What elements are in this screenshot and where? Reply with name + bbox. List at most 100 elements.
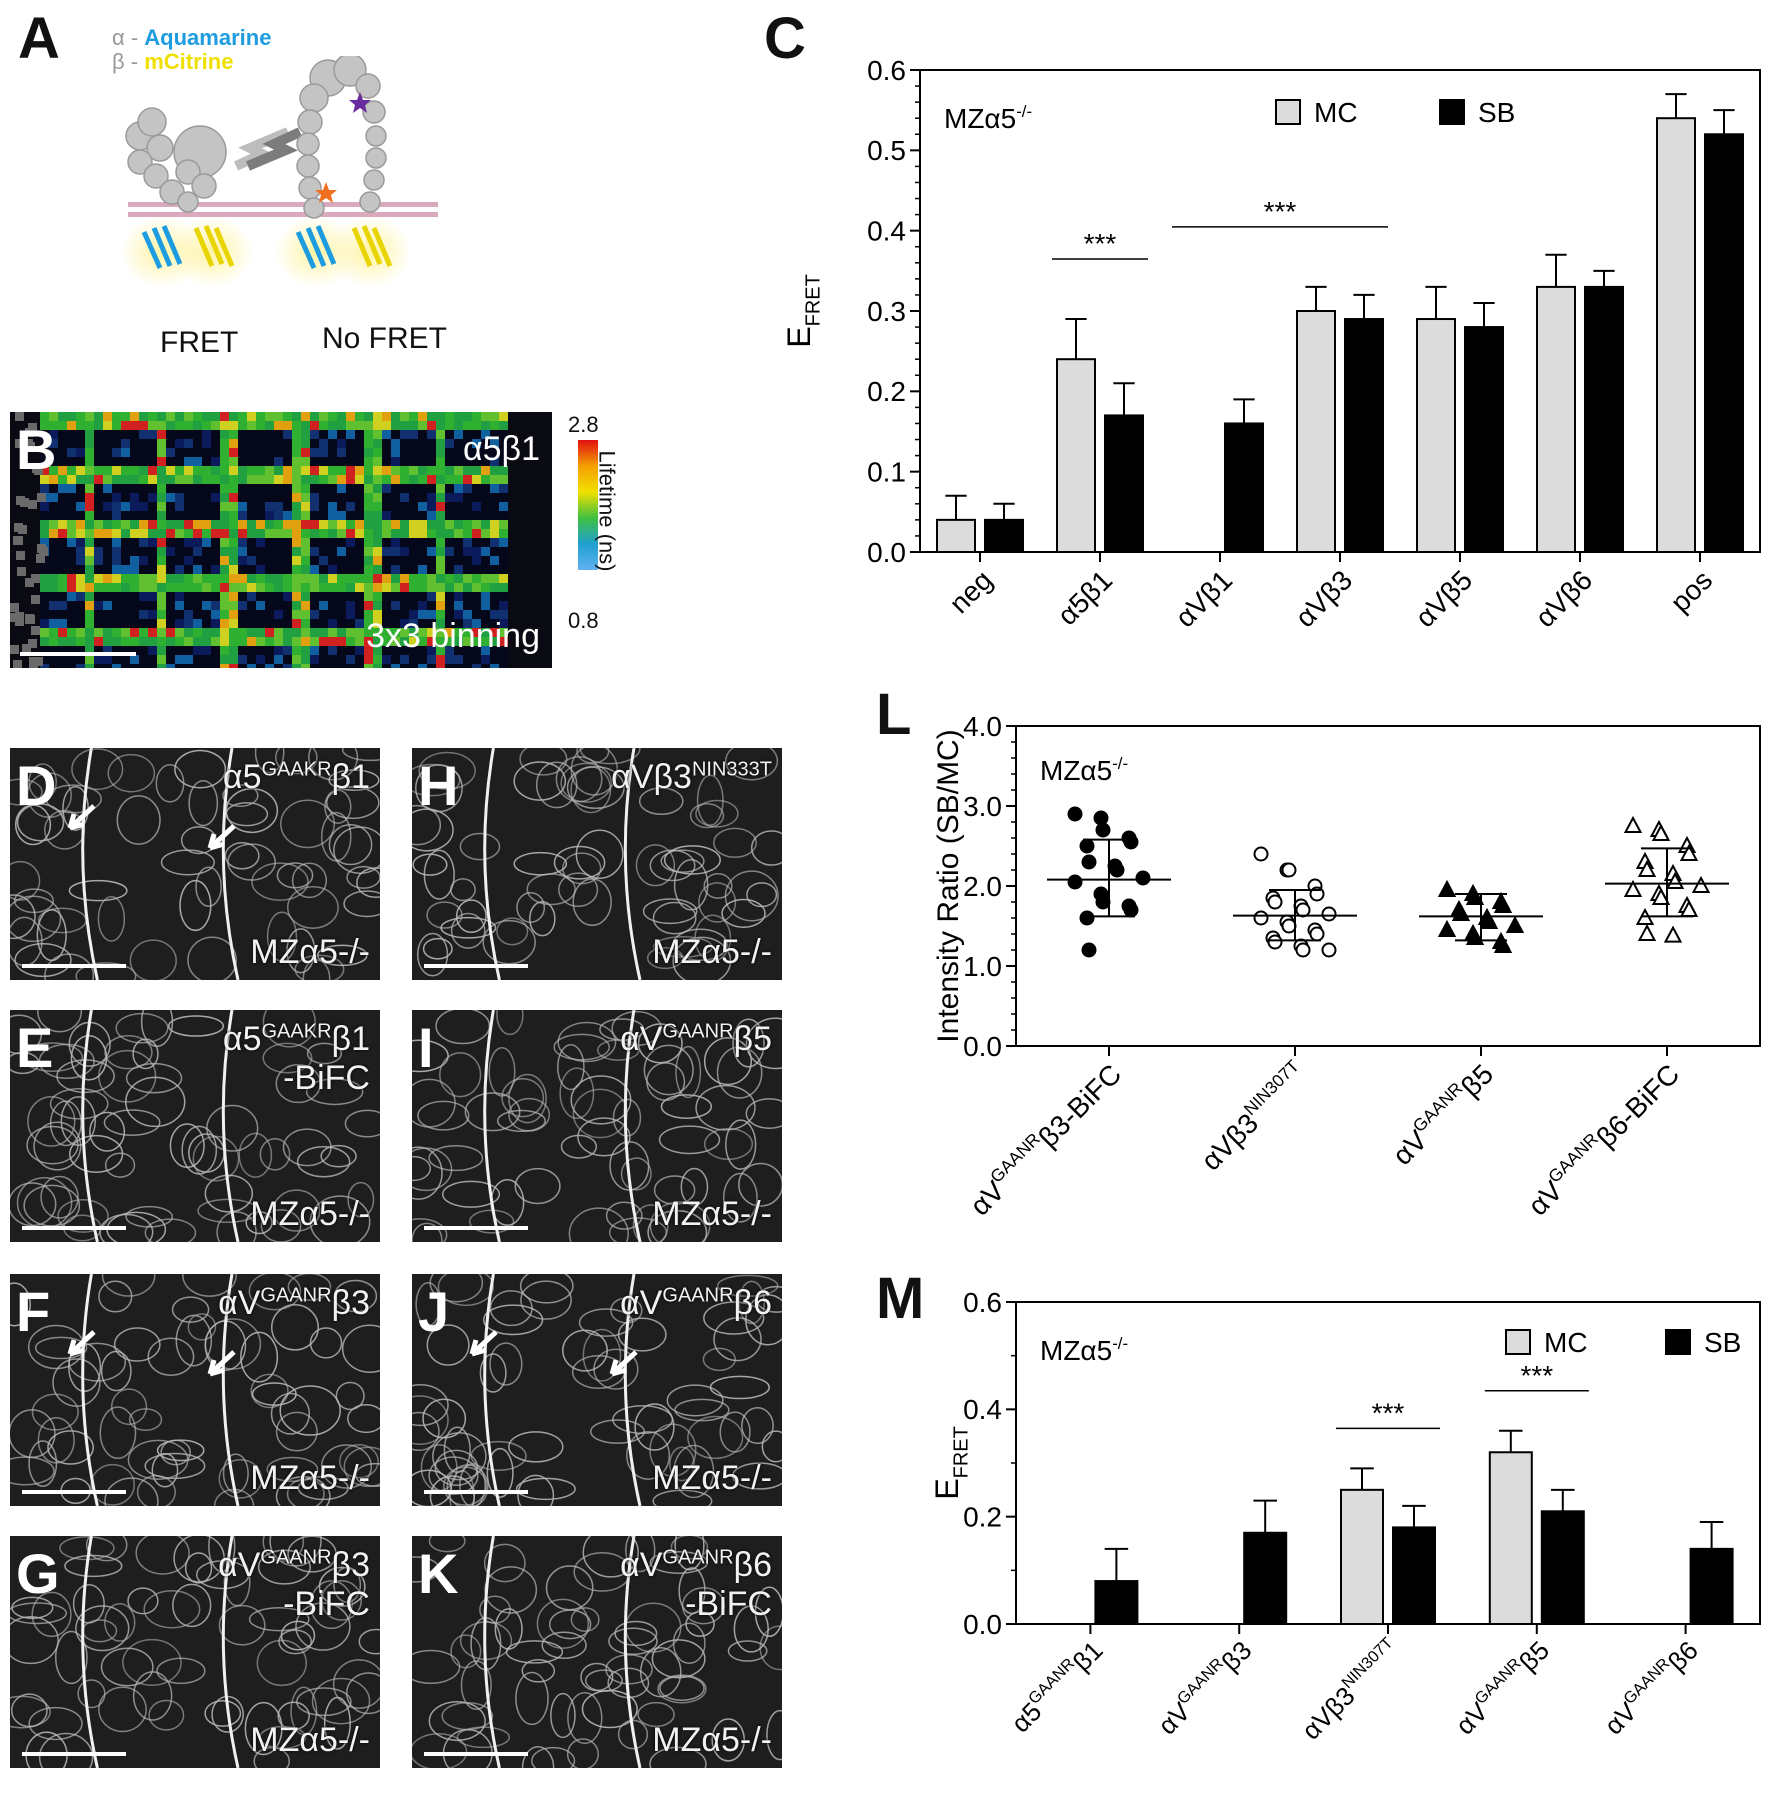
- cell-outline: [515, 1671, 549, 1726]
- flim-pixel: [247, 448, 256, 457]
- cell-outline: [761, 1430, 782, 1463]
- flim-pixel: [427, 412, 436, 421]
- flim-pixel: [274, 664, 283, 668]
- flim-pixel: [409, 565, 418, 574]
- flim-pixel: [499, 619, 508, 628]
- flim-pixel: [391, 583, 400, 592]
- flim-pixel: [67, 655, 76, 664]
- cell-outline: [750, 830, 782, 866]
- micrograph-construct-label: αVβ3NIN333T: [611, 758, 772, 797]
- flim-pixel: [436, 547, 445, 556]
- arrow-icon: [67, 804, 96, 831]
- x-tick-label: αVβ3: [1289, 564, 1358, 633]
- flim-pixel: [391, 547, 400, 556]
- flim-pixel: [139, 421, 148, 430]
- flim-pixel: [454, 646, 463, 655]
- flim-pixel: [301, 628, 310, 637]
- flim-pixel: [337, 457, 346, 466]
- cell-outline: [296, 1146, 351, 1178]
- data-point: [1123, 902, 1139, 918]
- flim-pixel: [40, 619, 49, 628]
- cell-outline: [64, 1554, 123, 1578]
- flim-pixel: [112, 448, 121, 457]
- x-tick-label: pos: [1664, 564, 1718, 618]
- flim-pixel: [274, 457, 283, 466]
- cell-outline: [116, 795, 161, 845]
- orange-star-icon: [315, 182, 337, 203]
- flim-pixel: [463, 430, 472, 439]
- flim-pixel: [490, 412, 499, 421]
- x-tick-label: αVGAANRβ3: [1151, 1634, 1258, 1741]
- flim-pixel: [472, 412, 481, 421]
- somite-boundary: [483, 1274, 501, 1506]
- flim-pixel: [265, 538, 274, 547]
- cell-outline: [653, 1175, 696, 1205]
- cell-outline: [28, 763, 58, 801]
- flim-pixel: [454, 439, 463, 448]
- flim-pixel: [364, 439, 373, 448]
- flim-pixel: [229, 556, 238, 565]
- significance-label: ***: [1520, 1360, 1553, 1391]
- flim-pixel: [463, 619, 472, 628]
- flim-pixel: [337, 475, 346, 484]
- flim-pixel: [76, 574, 85, 583]
- flim-pixel: [445, 601, 454, 610]
- flim-pixel: [436, 601, 445, 610]
- flim-pixel: [355, 430, 364, 439]
- bar-mc: [936, 518, 976, 554]
- flim-pixel: [481, 493, 490, 502]
- flim-pixel: [265, 475, 274, 484]
- cell-outline: [251, 862, 309, 901]
- flim-pixel: [391, 421, 400, 430]
- flim-pixel: [211, 556, 220, 565]
- flim-pixel: [58, 475, 67, 484]
- flim-pixel: [238, 646, 247, 655]
- flim-pixel: [25, 428, 34, 437]
- flim-pixel: [319, 421, 328, 430]
- colorbar-min: 0.8: [568, 608, 599, 633]
- flim-pixel: [454, 538, 463, 547]
- micrograph-construct-label: αVGAANRβ6: [620, 1284, 772, 1323]
- cell-outline: [286, 885, 339, 929]
- flim-pixel: [247, 493, 256, 502]
- flim-pixel: [211, 421, 220, 430]
- flim-pixel: [220, 619, 229, 628]
- cell-outline: [127, 1587, 159, 1615]
- flim-pixel: [301, 646, 310, 655]
- aquamarine-fluorophore-icon: [141, 225, 183, 270]
- cell-outline: [412, 1411, 440, 1452]
- cell-outline: [75, 1605, 130, 1652]
- flim-pixel: [202, 574, 211, 583]
- flim-pixel: [463, 511, 472, 520]
- flim-pixel: [103, 619, 112, 628]
- flim-pixel: [382, 628, 391, 637]
- flim-pixel: [67, 475, 76, 484]
- flim-pixel: [49, 412, 58, 421]
- flim-pixel: [310, 574, 319, 583]
- flim-pixel: [436, 466, 445, 475]
- flim-pixel: [346, 538, 355, 547]
- flim-pixel: [355, 556, 364, 565]
- flim-pixel: [337, 484, 346, 493]
- flim-pixel: [283, 574, 292, 583]
- alpha-legend-greek: α -: [112, 25, 139, 50]
- flim-pixel: [409, 547, 418, 556]
- cell-outline: [673, 858, 709, 911]
- chart-annotation: MZα5-/-: [1040, 1334, 1128, 1366]
- flim-pixel: [355, 475, 364, 484]
- flim-pixel: [400, 574, 409, 583]
- flim-pixel: [400, 547, 409, 556]
- cell-outline: [325, 786, 380, 820]
- flim-pixel: [103, 466, 112, 475]
- cell-outline: [725, 748, 779, 781]
- flim-pixel: [36, 554, 45, 563]
- flim-pixel: [94, 502, 103, 511]
- x-tick-label: α5GAANRβ1: [1004, 1634, 1109, 1739]
- cell-outline: [266, 1456, 319, 1483]
- flim-pixel: [49, 457, 58, 466]
- flim-pixel: [34, 657, 43, 666]
- flim-pixel: [418, 574, 427, 583]
- flim-pixel: [391, 601, 400, 610]
